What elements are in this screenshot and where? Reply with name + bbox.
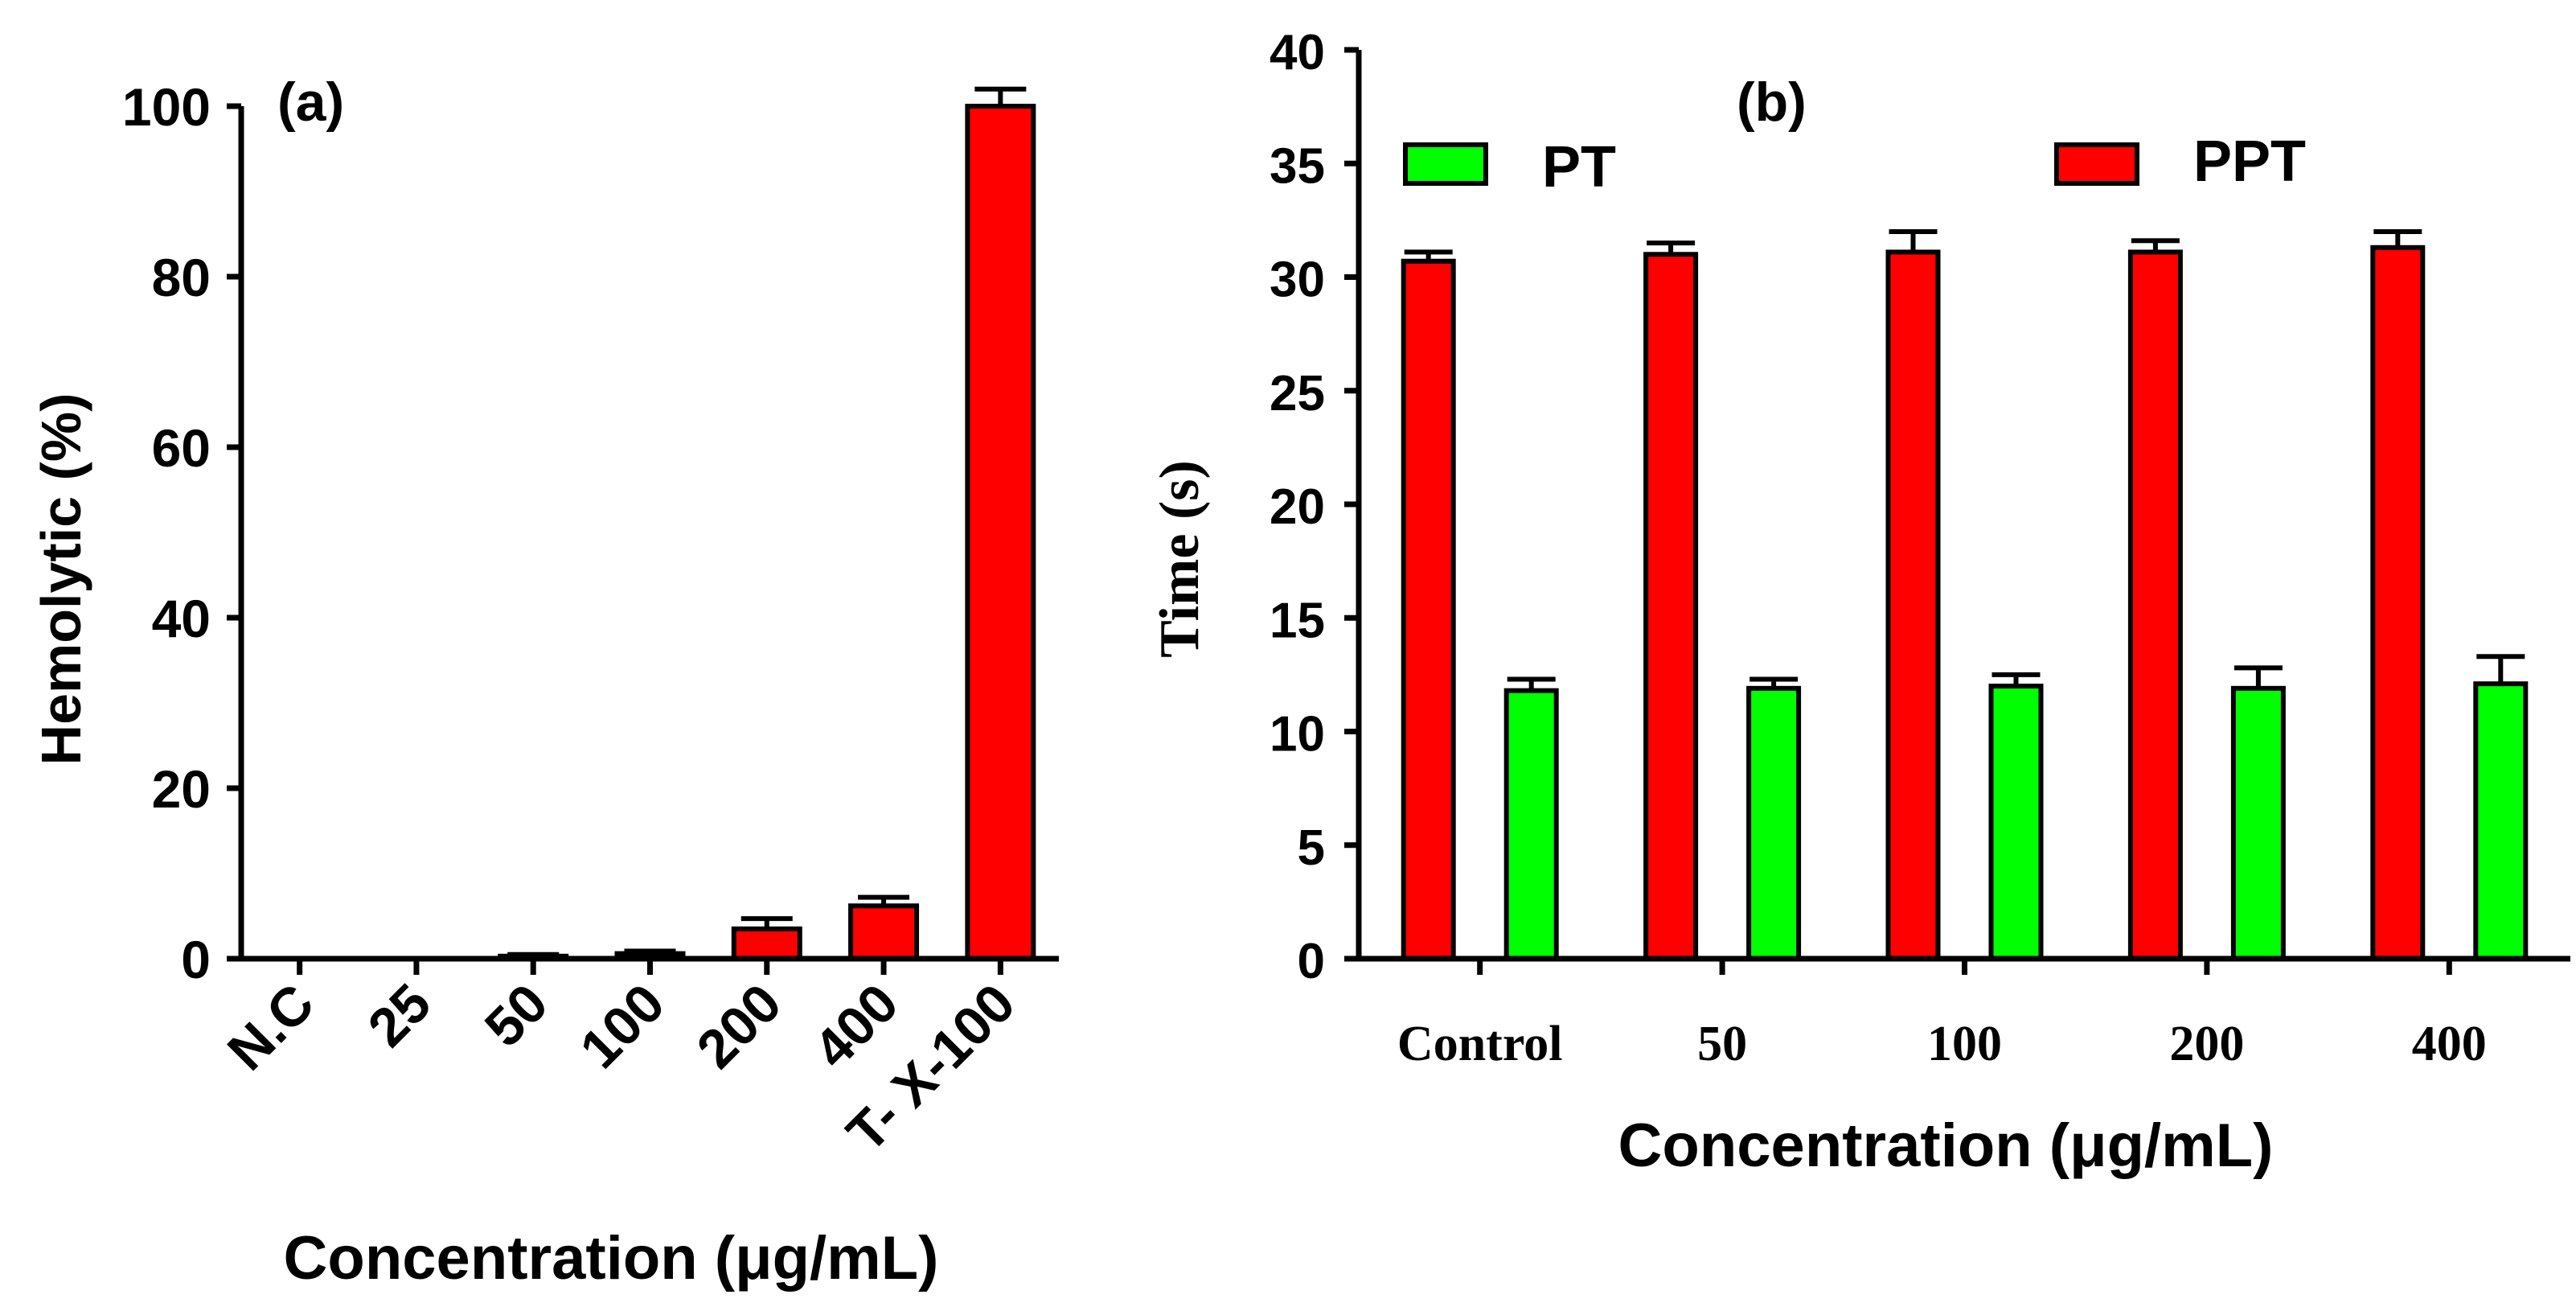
y-tick-label: 40 xyxy=(152,589,211,648)
bar-400 xyxy=(848,903,920,962)
bar-pt-400 xyxy=(2473,681,2529,961)
y-tick-label: 5 xyxy=(1298,820,1325,876)
legend-label-ppt: PPT xyxy=(2193,129,2306,194)
bar-ppt-400 xyxy=(2370,245,2426,961)
bar-pt-control xyxy=(1503,688,1559,962)
error-bar-pt xyxy=(2233,665,2283,688)
bar-200 xyxy=(731,926,802,962)
clotting-time-chart: (b) Time (s) Concentration (μg/mL) PT PP… xyxy=(1149,25,2570,1180)
x-tick-label: Control xyxy=(1397,1017,1563,1071)
panel-a-label: (a) xyxy=(277,72,344,133)
legend-label-pt: PT xyxy=(1542,135,1616,199)
bar-t-x-100 xyxy=(965,104,1036,961)
y-tick-label: 10 xyxy=(1270,707,1325,762)
error-bar-ppt xyxy=(2373,229,2422,248)
x-tick-label: 400 xyxy=(2412,1017,2487,1071)
panel-a-y-axis-label: Hemolytic (%) xyxy=(30,393,92,766)
panel-b-x-axis-label: Concentration (μg/mL) xyxy=(1618,1112,2274,1180)
bar-ppt-200 xyxy=(2127,249,2183,961)
x-tick-label: 200 xyxy=(2169,1017,2244,1071)
y-tick-label: 30 xyxy=(1270,253,1325,308)
y-tick-label: 15 xyxy=(1270,593,1325,648)
error-bar xyxy=(974,86,1027,106)
legend-swatch-ppt xyxy=(2054,142,2139,186)
y-tick-label: 100 xyxy=(122,77,211,137)
y-tick-label: 20 xyxy=(1270,479,1325,535)
y-tick-label: 20 xyxy=(152,759,211,819)
panel-a-x-axis-label: Concentration (μg/mL) xyxy=(284,1224,939,1293)
error-bar-ppt xyxy=(1889,229,1938,253)
y-tick-label: 0 xyxy=(181,930,211,989)
bar-pt-200 xyxy=(2230,685,2286,961)
panel-b-label: (b) xyxy=(1737,72,1807,133)
panel-b-legend: PT PPT xyxy=(1403,129,2306,199)
panel-b-y-axis-label: Time (s) xyxy=(1149,460,1211,658)
bar-ppt-control xyxy=(1401,258,1456,962)
y-tick-label: 0 xyxy=(1298,934,1325,989)
y-tick-label: 60 xyxy=(152,418,211,478)
bar-pt-50 xyxy=(1746,685,1802,961)
y-tick-label: 25 xyxy=(1270,366,1325,421)
bar-pt-100 xyxy=(1988,684,2044,961)
y-tick-label: 80 xyxy=(152,248,211,307)
y-tick-label: 35 xyxy=(1270,138,1325,194)
bar-ppt-100 xyxy=(1885,249,1941,961)
y-tick-label: 40 xyxy=(1270,25,1325,80)
legend-swatch-pt xyxy=(1403,142,1488,186)
x-tick-label: 50 xyxy=(1697,1017,1747,1071)
x-tick-label: 100 xyxy=(1927,1017,2002,1071)
error-bar-pt xyxy=(2476,654,2525,684)
bar-ppt-50 xyxy=(1643,252,1699,961)
